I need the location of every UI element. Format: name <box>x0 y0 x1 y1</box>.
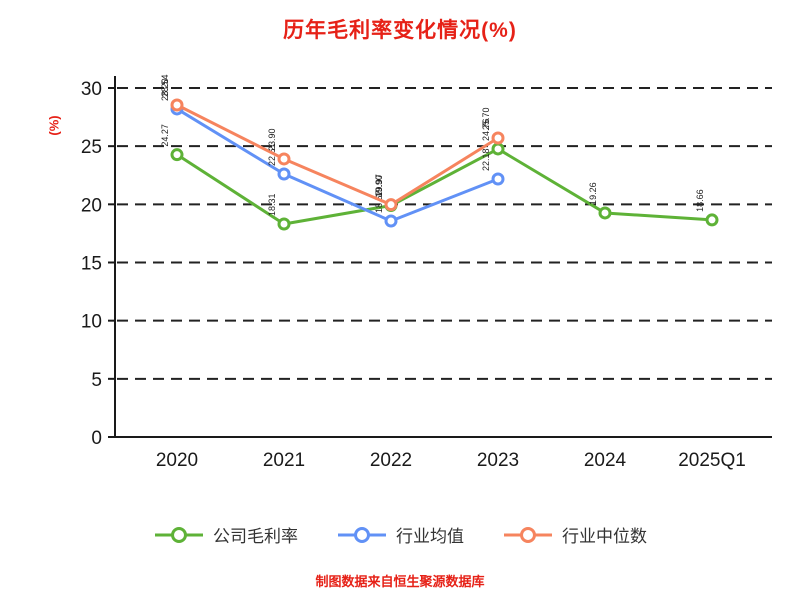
x-tick-label: 2023 <box>477 450 519 471</box>
data-label: 28.20 <box>160 78 170 101</box>
data-point <box>384 198 398 212</box>
data-label: 24.76 <box>481 118 491 141</box>
legend: 公司毛利率 行业均值 行业中位数 <box>0 522 800 547</box>
legend-label: 行业中位数 <box>562 527 647 546</box>
legend-label: 行业均值 <box>396 527 464 546</box>
data-point <box>491 131 505 145</box>
x-tick-label: 2024 <box>584 450 627 471</box>
data-source-note: 制图数据来自恒生聚源数据库 <box>315 574 485 589</box>
data-label: 19.26 <box>588 182 598 205</box>
y-tick-label: 25 <box>81 137 102 158</box>
data-point <box>277 152 291 166</box>
data-label: 19.90 <box>374 175 384 198</box>
x-tick-label: 2022 <box>370 450 412 471</box>
legend-item-1: 行业均值 <box>336 522 464 547</box>
data-point <box>170 148 184 162</box>
y-tick-label: 0 <box>91 428 102 449</box>
data-point <box>491 142 505 156</box>
x-tick-label: 2020 <box>156 450 198 471</box>
legend-marker-icon <box>338 526 386 543</box>
legend-marker-icon <box>504 526 552 543</box>
y-tick-label: 30 <box>81 79 102 100</box>
data-label: 23.90 <box>267 128 277 151</box>
series-line <box>176 103 499 207</box>
data-point <box>705 213 719 227</box>
data-label: 18.57 <box>374 190 384 213</box>
data-point <box>384 214 398 228</box>
data-label: 28.54 <box>160 74 170 97</box>
y-axis-label: (%) <box>46 115 62 136</box>
x-tick-label: 2021 <box>263 450 305 471</box>
data-point <box>598 206 612 220</box>
data-label: 18.66 <box>695 189 705 212</box>
legend-item-0: 公司毛利率 <box>153 522 298 547</box>
data-point <box>491 172 505 186</box>
data-label: 24.27 <box>160 124 170 147</box>
data-label: 19.97 <box>374 174 384 197</box>
legend-marker-icon <box>155 526 203 543</box>
series-line <box>176 107 499 223</box>
legend-label: 公司毛利率 <box>213 527 298 546</box>
y-tick-label: 20 <box>81 195 102 216</box>
legend-item-2: 行业中位数 <box>502 522 647 547</box>
chart-title: 历年毛利率变化情况(%) <box>283 19 517 42</box>
data-label: 18.31 <box>267 193 277 216</box>
y-tick-label: 15 <box>81 254 102 275</box>
data-point <box>277 167 291 181</box>
data-label: 22.18 <box>481 148 491 171</box>
data-point <box>277 217 291 231</box>
x-tick-label: 2025Q1 <box>678 450 746 471</box>
series-line <box>176 147 713 226</box>
y-tick-label: 5 <box>91 370 102 391</box>
data-point <box>170 98 184 112</box>
y-tick-label: 10 <box>81 312 102 333</box>
data-label: 22.61 <box>267 143 277 166</box>
data-label: 25.70 <box>481 107 491 130</box>
